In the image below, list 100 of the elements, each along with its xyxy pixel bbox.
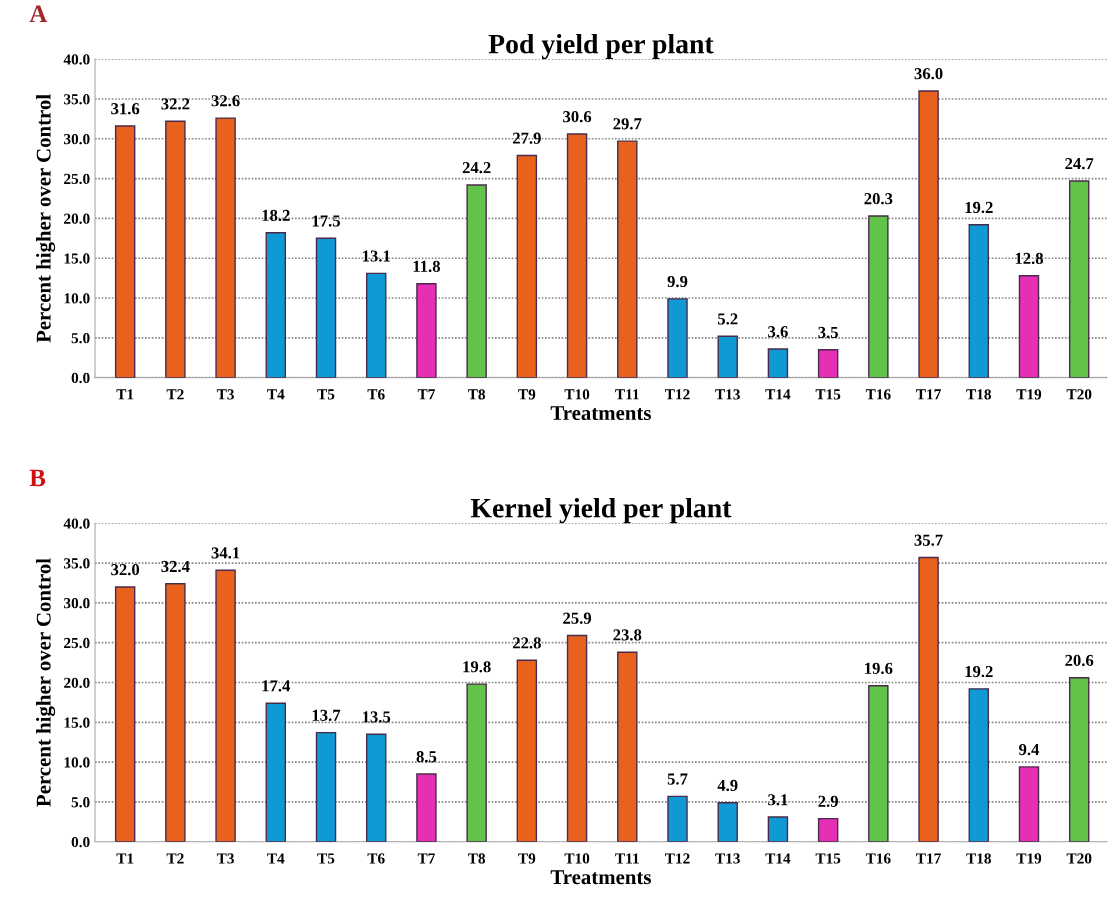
bar	[667, 298, 688, 378]
x-tick-label: T18	[966, 853, 991, 864]
x-tick-label: T16	[865, 853, 891, 864]
x-tick-label: T11	[615, 853, 639, 864]
data-label: 32.0	[111, 563, 140, 576]
x-tick-label: T7	[417, 853, 435, 864]
bar	[416, 282, 437, 378]
data-label: 12.8	[1015, 252, 1044, 265]
text: A	[29, 5, 48, 22]
chart-title: Pod yield per plant	[488, 33, 714, 60]
bar	[868, 215, 889, 378]
y-tick-label: 20.0	[64, 677, 90, 689]
data-label: 17.5	[312, 215, 340, 227]
y-tick-label: 0.0	[71, 372, 90, 384]
data-label: 31.6	[111, 103, 140, 115]
bar	[215, 117, 236, 378]
x-tick-label: T12	[665, 853, 690, 864]
data-label: 19.6	[865, 662, 893, 675]
x-tick-label: T6	[367, 853, 385, 864]
data-label: 3.1	[768, 794, 788, 806]
x-tick-label: T19	[1016, 389, 1042, 400]
y-tick-label: 15.0	[64, 717, 90, 728]
data-label: 13.5	[362, 711, 391, 723]
x-tick-label: T8	[467, 389, 486, 400]
data-label: 24.7	[1065, 158, 1094, 170]
data-label: 20.3	[864, 193, 893, 205]
bar	[516, 154, 538, 378]
y-tick-label: 0.0	[71, 836, 90, 848]
x-tick-label: T12	[665, 389, 690, 400]
x-tick-label: T5	[317, 389, 335, 400]
bar	[466, 683, 487, 842]
bar	[114, 125, 136, 378]
bar	[767, 348, 789, 378]
data-label: 29.7	[613, 118, 642, 130]
x-tick-label: T9	[518, 853, 536, 864]
data-label: 9.9	[667, 275, 688, 288]
bar	[918, 90, 939, 378]
y-tick-label: 20.0	[64, 213, 90, 224]
x-tick-label: T19	[1016, 853, 1042, 864]
bar	[1068, 677, 1090, 842]
data-label: 3.5	[818, 326, 838, 339]
data-label: 32.6	[211, 95, 240, 107]
y-tick-label: 15.0	[64, 253, 90, 264]
x-tick-label: T15	[815, 853, 841, 864]
x-tick-label: T9	[518, 389, 536, 400]
bar	[968, 688, 990, 842]
x-tick-label: T13	[715, 853, 740, 864]
bar	[466, 184, 487, 378]
y-tick-label: 30.0	[64, 598, 90, 609]
bar	[968, 224, 990, 378]
x-tick-label: T2	[166, 389, 184, 400]
data-label: 36.0	[914, 68, 943, 80]
bar	[416, 773, 437, 842]
bar	[315, 237, 337, 378]
data-label: 11.8	[413, 260, 441, 273]
x-tick-label: T17	[916, 853, 941, 864]
bar	[365, 272, 387, 378]
y-tick-label: 5.0	[71, 797, 90, 808]
chart-title: Kernel yield per plant	[470, 497, 732, 524]
x-tick-label: T14	[765, 389, 791, 400]
data-label: 19.2	[965, 201, 993, 214]
x-tick-label: T15	[815, 389, 841, 400]
bar	[1018, 766, 1040, 842]
x-tick-label: T7	[417, 389, 435, 400]
data-label: 5.2	[717, 313, 738, 325]
y-tick-label: 25.0	[64, 637, 90, 649]
data-label: 4.9	[717, 779, 738, 792]
x-tick-label: T1	[116, 389, 134, 400]
y-tick-label: 40.0	[63, 54, 90, 65]
data-label: 8.5	[416, 751, 437, 763]
bar	[215, 569, 236, 842]
data-label: 22.8	[512, 637, 541, 649]
data-label: 13.7	[312, 709, 341, 722]
y-tick-label: 5.0	[71, 332, 90, 344]
x-tick-label: T4	[267, 853, 285, 864]
bar	[617, 651, 638, 842]
data-label: 35.7	[914, 534, 943, 546]
data-label: 32.2	[161, 98, 190, 110]
x-tick-label: T20	[1066, 853, 1092, 864]
bar	[717, 802, 738, 842]
x-tick-label: T4	[267, 389, 285, 400]
x-tick-label: T3	[216, 853, 234, 864]
bar	[817, 817, 839, 842]
data-label: 25.9	[563, 612, 592, 624]
x-tick-label: T5	[317, 853, 335, 864]
bar	[315, 731, 337, 842]
data-label: 13.1	[362, 250, 390, 262]
bar	[566, 133, 588, 378]
bar	[516, 659, 538, 842]
x-tick-label: T1	[116, 853, 134, 864]
x-tick-label: T20	[1066, 389, 1092, 400]
bar	[365, 733, 387, 842]
bar	[265, 702, 287, 842]
y-axis-title: Percent higher over Control	[36, 94, 56, 343]
y-tick-label: 35.0	[64, 558, 90, 569]
x-tick-label: T14	[765, 853, 791, 864]
bar	[165, 120, 186, 378]
x-tick-label: T17	[916, 389, 941, 400]
y-tick-label: 25.0	[64, 173, 90, 185]
x-tick-label: T10	[564, 853, 590, 864]
